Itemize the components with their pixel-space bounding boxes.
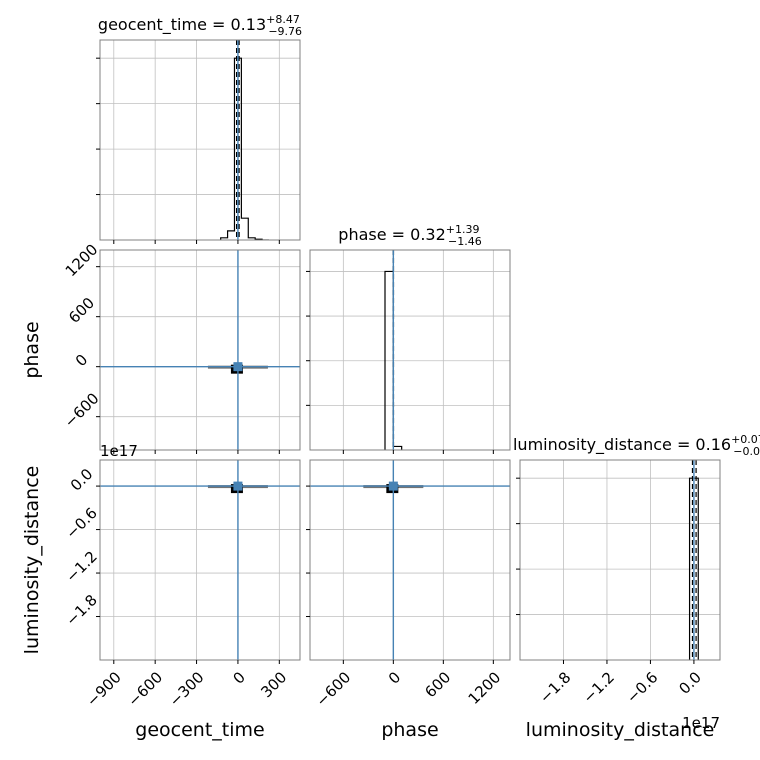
y-tick-label-phase-3: 1200 [62,240,102,280]
title-lower: −9.76 [268,25,302,38]
truth-marker [388,481,398,491]
y-tick-label-phase-1: 0 [72,351,91,370]
title-lower: −0.09 [733,445,760,458]
truth-marker [233,481,243,491]
title-upper: +8.47 [266,13,300,26]
y-tick-label-phase-0: −600 [61,389,103,431]
panel-geocent_time-geocent_time [96,39,301,244]
hist-geocent_time [220,57,269,240]
title-lower: −1.46 [448,235,482,248]
y-tick-label-luminosity_distance-0: −1.8 [62,591,100,629]
y-tick-label-phase-2: 600 [65,294,98,327]
title-prefix: phase = 0.32 [338,225,445,244]
x-tick-label-luminosity_distance-1: −1.2 [579,668,617,706]
panel-frame [309,249,511,451]
panel-luminosity_distance-luminosity_distance: −1.8 −1.2 −0.6 0.0 [516,459,721,707]
title-upper: +0.07 [731,433,760,446]
x-tick-label-phase-0: −600 [312,668,354,710]
x-tick-label-luminosity_distance-2: −0.6 [623,668,661,706]
panel-frame [99,459,301,661]
x-tick-label-geocent_time-2: −300 [166,668,208,710]
panel-title-luminosity_distance: luminosity_distance = 0.16+0.07−0.09 [513,433,760,458]
panel-phase-phase [306,249,511,454]
x-axis-title-geocent_time: geocent_time [135,719,264,741]
y-axis-title-luminosity_distance: luminosity_distance [21,466,43,655]
panel-frame [309,459,511,661]
panel-frame [99,39,301,241]
x-tick-label-geocent_time-4: 300 [257,668,290,701]
y-axis-title-phase: phase [21,321,43,378]
y-tick-label-luminosity_distance-2: −0.6 [62,504,100,542]
x-axis-title-luminosity_distance: luminosity_distance [526,719,715,741]
x-tick-label-luminosity_distance-0: −1.8 [536,668,574,706]
y-tick-label-luminosity_distance-1: −1.2 [62,547,100,585]
x-tick-label-phase-2: 600 [421,668,454,701]
x-axis-title-phase: phase [381,719,438,741]
panel-luminosity_distance-geocent_time: −900 −600 −300 0 300 −1.8 −1.2 −0.6 0.0 [62,459,301,710]
panel-frame [519,459,721,661]
panel-phase-geocent_time: −600 0 600 1200 [61,240,301,454]
panel-title-geocent_time: geocent_time = 0.13+8.47 −9.76 [98,13,302,38]
panel-frame [99,249,301,451]
x-tick-label-luminosity_distance-3: 0.0 [675,668,705,698]
y-offset-label: 1e17 [100,442,138,460]
x-tick-label-phase-1: 0 [385,668,404,687]
x-offset-label: 1e17 [682,714,720,732]
x-tick-label-phase-3: 1200 [465,668,505,708]
x-tick-label-geocent_time-0: −900 [83,668,125,710]
x-tick-label-geocent_time-1: −600 [124,668,166,710]
title-upper: +1.39 [446,223,480,236]
truth-marker [233,362,243,372]
panel-luminosity_distance-phase: −600 0 600 1200 [306,459,511,710]
title-prefix: geocent_time = 0.13 [98,15,266,35]
y-tick-label-luminosity_distance-3: 0.0 [67,465,97,495]
title-prefix: luminosity_distance = 0.16 [513,435,731,455]
panel-title-phase: phase = 0.32+1.39 −1.46 [338,223,481,248]
x-tick-label-geocent_time-3: 0 [229,668,248,687]
